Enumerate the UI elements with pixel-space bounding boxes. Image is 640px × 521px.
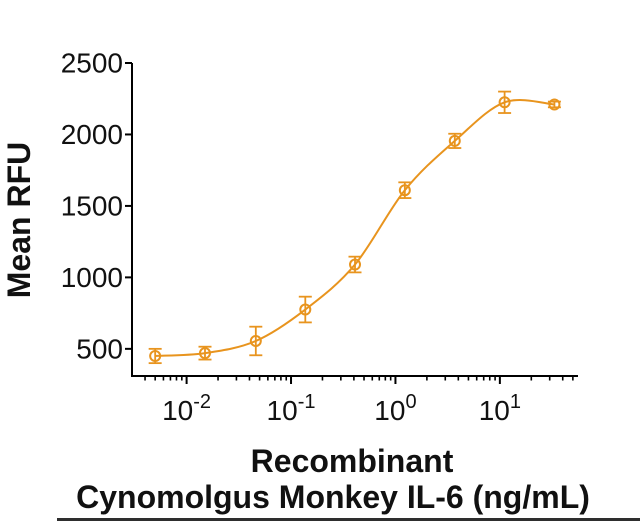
x-tick-label: 10-1 [267, 391, 316, 426]
y-axis-title: Mean RFU [1, 142, 37, 298]
data-point-marker [548, 98, 561, 111]
error-bars [148, 90, 561, 365]
data-point-marker [398, 184, 411, 197]
y-tick-label: 1000 [61, 262, 123, 293]
cropped-bottom-bar [57, 518, 640, 521]
y-tick-label: 1500 [61, 190, 123, 221]
x-tick-label: 100 [374, 391, 416, 426]
axes-frame [131, 63, 578, 377]
data-point-marker [349, 258, 362, 271]
data-point-marker [149, 349, 162, 362]
data-point-marker [498, 96, 511, 109]
x-axis-title-line2: Cynomolgus Monkey IL-6 (ng/mL) [76, 479, 590, 515]
data-point-marker [249, 334, 262, 347]
y-tick-label: 2500 [61, 48, 123, 79]
y-tick-label: 500 [76, 333, 123, 364]
data-points [149, 96, 561, 362]
x-tick-label: 101 [479, 391, 521, 426]
y-tick-label: 2000 [61, 119, 123, 150]
data-point-marker [299, 303, 312, 316]
data-point-marker [198, 347, 211, 360]
data-point-marker [448, 134, 461, 147]
x-tick-label: 10-2 [162, 391, 211, 426]
x-axis-title-line1: Recombinant [251, 443, 454, 479]
fit-curve [155, 99, 555, 357]
